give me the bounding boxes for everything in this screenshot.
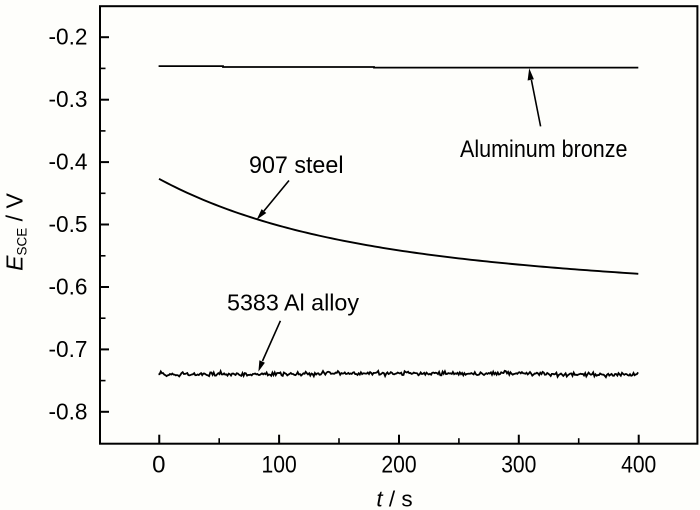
- svg-text:400: 400: [621, 451, 656, 478]
- svg-text:ESCE / V: ESCE / V: [2, 193, 30, 271]
- svg-text:-0.5: -0.5: [49, 211, 88, 237]
- svg-text:-0.8: -0.8: [49, 398, 88, 424]
- svg-text:300: 300: [501, 451, 536, 478]
- svg-text:-0.4: -0.4: [49, 149, 88, 175]
- svg-text:200: 200: [381, 451, 416, 478]
- svg-text:Aluminum bronze: Aluminum bronze: [460, 136, 628, 163]
- svg-text:907 steel: 907 steel: [249, 152, 344, 179]
- svg-text:-0.3: -0.3: [49, 86, 88, 112]
- svg-text:5383 Al alloy: 5383 Al alloy: [227, 290, 359, 316]
- svg-text:-0.7: -0.7: [49, 336, 88, 362]
- svg-text:-0.2: -0.2: [49, 24, 88, 50]
- svg-text:0: 0: [152, 451, 165, 478]
- svg-text:-0.6: -0.6: [49, 274, 88, 300]
- svg-text:t / s: t / s: [376, 486, 412, 510]
- svg-text:100: 100: [262, 451, 297, 478]
